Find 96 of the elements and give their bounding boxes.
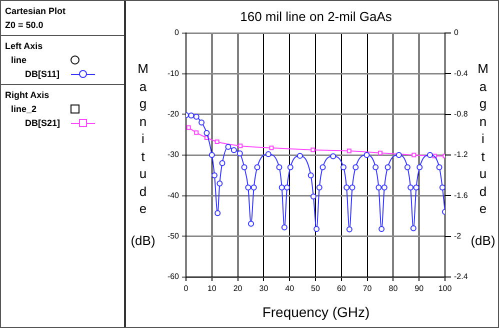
legend-label: DB[S21]	[24, 117, 62, 130]
point	[314, 226, 320, 232]
point	[349, 184, 356, 191]
text: Magnitude (dB)	[130, 61, 156, 248]
y-tick-label: -30	[167, 150, 180, 160]
y-tick-label: -40	[167, 190, 180, 200]
point	[308, 172, 314, 178]
point	[194, 130, 199, 135]
point	[378, 150, 383, 156]
point	[378, 226, 385, 232]
x-tick-label: 70	[362, 284, 372, 294]
legend-label: DB[S11]	[24, 68, 61, 81]
point	[410, 225, 416, 232]
y2-tick-label: -1.2	[454, 150, 468, 160]
text: line_2	[10, 103, 38, 116]
text: Z0 = 50.0	[5, 19, 44, 32]
point	[310, 193, 316, 200]
point	[412, 152, 416, 158]
point	[238, 144, 243, 148]
x-tick-label: 90	[414, 284, 424, 294]
x-tick-label: 30	[259, 284, 269, 294]
point	[248, 220, 254, 227]
point	[254, 164, 260, 170]
y-tick-label: -60	[167, 272, 180, 282]
point	[287, 164, 294, 170]
text: Cartesian Plot	[5, 5, 67, 18]
point	[276, 164, 282, 170]
point	[344, 184, 350, 191]
point	[330, 153, 336, 160]
y-tick-label: 0	[174, 28, 180, 38]
point	[265, 151, 272, 158]
point	[281, 224, 288, 230]
y-tick-label: -20	[167, 110, 180, 119]
point	[316, 184, 322, 191]
y2-tick-label: -0.8	[454, 110, 468, 119]
point	[376, 184, 382, 191]
point	[269, 146, 274, 150]
chart-title: 160 mil line on 2-mil GaAs	[240, 9, 392, 24]
point	[225, 144, 232, 150]
point	[352, 164, 359, 170]
point	[404, 164, 410, 170]
point	[413, 184, 420, 191]
point	[216, 180, 223, 186]
x-axis-title: Frequency (GHz)	[262, 304, 370, 320]
point	[296, 152, 303, 159]
point	[214, 210, 221, 216]
point	[236, 150, 243, 156]
point	[241, 164, 248, 170]
point	[340, 164, 346, 170]
point	[346, 226, 352, 232]
point	[284, 184, 290, 191]
x-tick-label: 50	[311, 284, 320, 294]
text: line	[10, 54, 28, 67]
y-tick-label: -50	[167, 232, 180, 241]
x-tick-label: 100	[438, 284, 452, 294]
point	[230, 147, 237, 154]
point	[436, 164, 442, 170]
x-tick-label: 20	[233, 284, 243, 294]
point	[204, 130, 210, 136]
point	[320, 164, 326, 170]
point	[198, 119, 205, 126]
point	[208, 152, 215, 158]
point	[245, 184, 252, 191]
text: Magnitude (dB)	[470, 61, 496, 248]
y2-tick-label: 0	[454, 28, 459, 38]
x-tick-label: 80	[388, 284, 398, 294]
point	[426, 152, 433, 158]
point	[416, 164, 423, 170]
point	[372, 164, 379, 170]
point	[396, 152, 402, 158]
y-tick-label: -10	[167, 68, 180, 78]
point	[186, 125, 191, 130]
text: Right Axis	[5, 89, 50, 102]
y2-tick-label: -2.4	[454, 272, 468, 282]
point	[211, 172, 218, 178]
point	[384, 164, 391, 170]
x-tick-label: 40	[285, 284, 295, 294]
point	[439, 184, 445, 191]
point	[346, 148, 352, 154]
y2-tick-label: -0.4	[454, 68, 468, 78]
text: Left Axis	[5, 40, 44, 53]
point	[193, 114, 200, 120]
x-tick-label: 0	[184, 284, 189, 294]
y2-tick-label: -2	[454, 232, 462, 241]
point	[381, 184, 388, 191]
point	[214, 140, 220, 144]
point	[364, 152, 370, 158]
point	[310, 148, 316, 152]
x-tick-label: 10	[207, 284, 217, 294]
point	[408, 184, 414, 191]
point	[250, 184, 257, 191]
point	[219, 160, 226, 166]
point	[188, 112, 194, 119]
x-tick-label: 60	[336, 284, 346, 294]
y2-tick-label: -1.6	[454, 190, 468, 200]
point	[278, 184, 285, 191]
